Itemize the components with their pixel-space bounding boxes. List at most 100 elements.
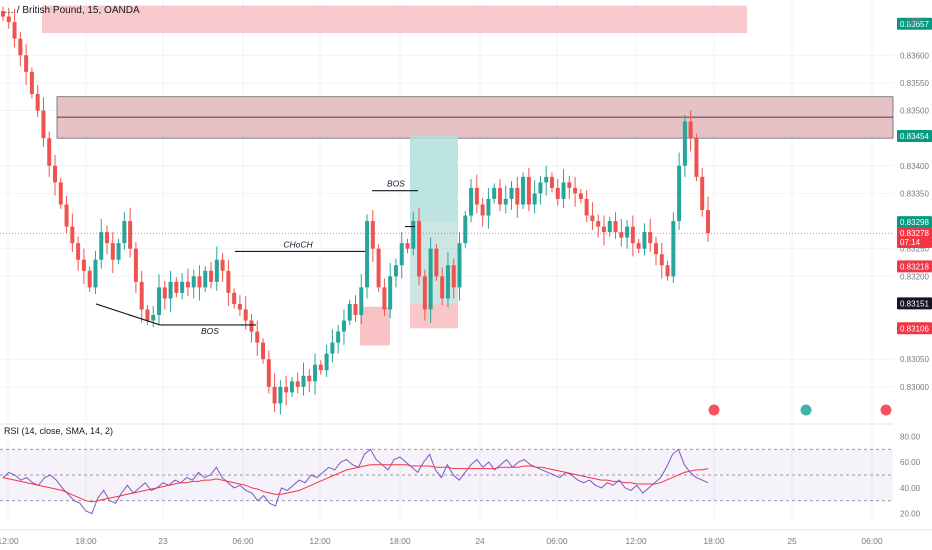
candle-body	[185, 281, 190, 288]
event-icon[interactable]	[879, 403, 893, 417]
candle-body	[382, 287, 387, 310]
candle-body	[81, 259, 86, 271]
candle-body	[243, 309, 248, 321]
price-label-bg	[897, 297, 932, 310]
y-tick-label: 0.83350	[900, 189, 929, 198]
candle-body	[341, 320, 346, 332]
candle-body	[694, 138, 699, 177]
candle-body	[393, 265, 398, 277]
candle-body	[469, 187, 474, 216]
candle-body	[665, 265, 670, 277]
trend-line	[95, 303, 161, 326]
candle-body	[87, 270, 92, 288]
candle-body	[1, 11, 5, 17]
candle-body	[405, 243, 410, 249]
x-tick-label: 06:00	[232, 536, 254, 546]
rsi-tick-label: 40.00	[900, 484, 921, 493]
candle-body	[613, 221, 618, 233]
candle-body	[180, 281, 185, 293]
event-icon[interactable]	[799, 403, 813, 417]
candle-body	[307, 375, 312, 382]
x-tick-label: 18:00	[75, 536, 97, 546]
target-zone	[410, 135, 458, 223]
candle-body	[64, 204, 69, 227]
candle-body	[630, 226, 635, 244]
y-tick-label: 0.83600	[900, 51, 929, 60]
candle-body	[139, 281, 144, 310]
candle-body	[110, 243, 115, 260]
candle-body	[636, 243, 641, 249]
candle-body	[145, 309, 150, 321]
price-label: 0.83657	[900, 20, 929, 29]
candle-body	[549, 176, 554, 188]
candle-body	[515, 187, 520, 205]
candle-body	[671, 221, 676, 277]
candle-body	[203, 270, 208, 288]
candle-body	[133, 248, 138, 282]
candle-body	[93, 259, 98, 288]
x-tick-label: 06:00	[861, 536, 883, 546]
price-label-bg	[897, 129, 932, 142]
x-tick-label: 23	[158, 536, 168, 546]
candle-body	[648, 232, 653, 244]
candle-body	[70, 226, 75, 244]
candle-body	[220, 259, 225, 271]
candle-body	[266, 359, 271, 387]
candle-body	[653, 243, 658, 255]
y-tick-label: 0.83000	[900, 383, 929, 392]
price-label: 0.83106	[900, 324, 929, 333]
candle-body	[497, 187, 502, 205]
candle-body	[700, 176, 705, 210]
candle-body	[209, 270, 214, 282]
candle-body	[526, 176, 531, 205]
candle-body	[284, 386, 289, 393]
candle-body	[214, 259, 219, 282]
candle-body	[480, 204, 485, 216]
currency-label: GBP	[905, 17, 922, 26]
candle-body	[226, 270, 231, 293]
candle-body	[555, 187, 560, 199]
candle-body	[272, 386, 277, 404]
candle-body	[76, 243, 81, 260]
candle-body	[573, 187, 578, 194]
y-tick-label: 0.83400	[900, 162, 929, 171]
candle-body	[359, 287, 364, 315]
rsi-sma-line	[2, 464, 709, 503]
candle-body	[474, 187, 479, 205]
candle-body	[41, 110, 46, 139]
candle-body	[567, 182, 572, 188]
candle-body	[428, 248, 433, 310]
candle-body	[53, 165, 58, 183]
candle-body	[330, 342, 335, 354]
candle-body	[457, 243, 462, 288]
candle-body	[174, 281, 179, 293]
price-label: 0.83298	[900, 218, 929, 227]
y-tick-label: 0.83500	[900, 107, 929, 116]
candle-body	[365, 221, 370, 288]
candle-body	[249, 320, 254, 332]
candle-body	[625, 226, 630, 238]
candle-body	[561, 182, 566, 199]
x-tick-label: 24	[475, 536, 485, 546]
stop-zone	[410, 303, 458, 329]
candle-body	[128, 221, 133, 249]
demand-zone	[360, 306, 390, 346]
candle-body	[324, 353, 329, 371]
candle-body	[509, 187, 514, 199]
candle-body	[521, 176, 526, 205]
candle-body	[532, 193, 537, 205]
event-icon[interactable]	[707, 403, 721, 417]
candle-body	[122, 221, 127, 244]
candle-body	[544, 176, 549, 183]
candle-body	[417, 221, 422, 277]
candle-body	[619, 232, 624, 238]
candle-body	[58, 182, 63, 205]
candle-body	[677, 165, 682, 222]
price-label-bg	[897, 260, 932, 273]
x-tick-label: 06:00	[546, 536, 568, 546]
choch-label: CHoCH	[283, 239, 313, 249]
candle-body	[301, 375, 306, 387]
candle-body	[596, 221, 601, 227]
candle-body	[388, 276, 393, 310]
